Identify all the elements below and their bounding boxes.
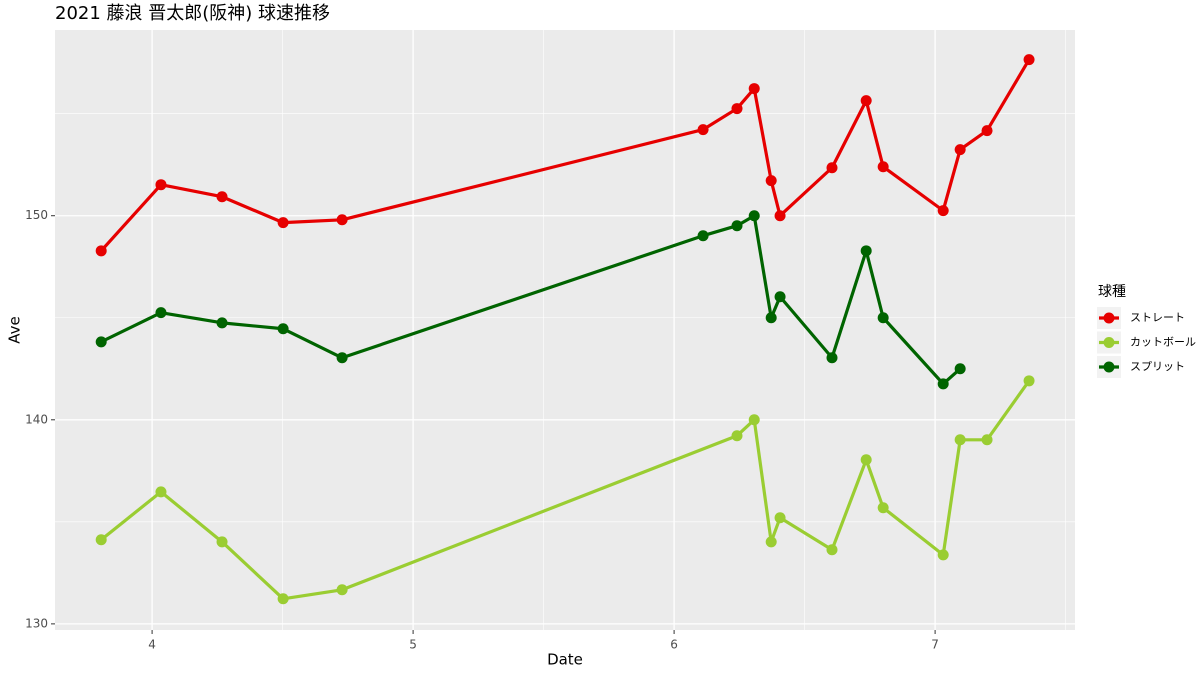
data-point [216,317,228,329]
data-point [95,245,107,257]
data-point [826,352,838,364]
panel [55,30,1075,630]
data-point [697,124,709,136]
x-tick-label: 6 [670,638,678,652]
data-point [937,205,949,217]
data-point [748,414,760,426]
x-tick-label: 4 [148,638,156,652]
series-line [100,379,1031,601]
y-axis-label: Ave [6,316,24,344]
data-point [731,103,743,115]
data-point [336,584,348,596]
data-point [877,312,889,324]
data-point [216,191,228,203]
data-point [937,378,949,390]
y-tick-label: 140 [25,412,48,426]
data-point [774,291,786,303]
data-point [774,210,786,222]
x-tick-label: 5 [409,638,417,652]
data-point [860,245,872,257]
data-point [155,307,167,319]
data-point [336,352,348,364]
data-point [155,486,167,498]
data-point [981,125,993,137]
data-point [765,175,777,187]
data-point [826,162,838,174]
x-axis-label: Date [547,651,583,669]
chart-title: 2021 藤浪 晋太郎(阪神) 球速推移 [55,3,330,24]
data-point [877,161,889,173]
legend-key [1103,312,1115,324]
legend-key [1103,337,1115,348]
data-point [981,434,993,446]
data-point [731,220,743,232]
data-point [277,593,289,605]
legend-key [1103,361,1115,373]
data-point [765,312,777,324]
data-point [216,536,228,548]
y-tick-label: 130 [25,616,48,630]
data-point [336,214,348,226]
y-tick-label: 150 [25,208,48,222]
data-point [697,230,709,242]
data-point [765,536,777,548]
legend-label: カットボール [1130,336,1196,349]
x-tick-label: 7 [931,638,939,652]
data-point [1023,54,1035,66]
data-point [954,434,966,446]
data-point [748,83,760,95]
data-point [860,454,872,466]
data-point [877,502,889,514]
data-point [860,95,872,107]
legend-label: スプリット [1130,360,1185,373]
data-point [731,430,743,442]
data-point [774,512,786,524]
data-point [1023,375,1035,387]
data-point [937,549,949,561]
data-point [95,336,107,348]
legend-title: 球種 [1098,284,1126,300]
data-point [155,179,167,191]
data-point [826,544,838,556]
data-point [954,144,966,156]
data-point [277,217,289,229]
data-point [954,363,966,375]
legend-label: ストレート [1130,311,1185,324]
data-point [748,210,760,222]
data-point [95,534,107,546]
data-point [277,323,289,335]
